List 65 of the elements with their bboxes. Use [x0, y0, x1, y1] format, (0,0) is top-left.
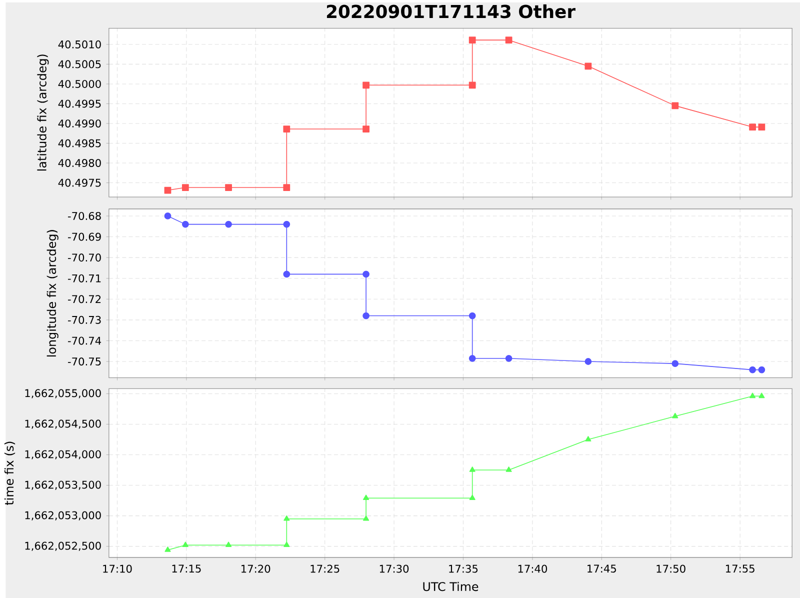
point: [758, 366, 766, 374]
y-tick-label: 1,662,055,000: [25, 389, 101, 398]
y-tick-label: 1,662,053,500: [25, 480, 101, 490]
y-tick-label: -70.70: [68, 253, 101, 262]
y-tick-label: -70.68: [68, 212, 101, 220]
y-tick-label: 40.5010: [58, 40, 101, 48]
point: [225, 220, 232, 228]
point: [672, 102, 679, 110]
y-tick-label: 40.4975: [58, 178, 101, 187]
y-axis-title: longitude fix (arcdeg): [46, 230, 58, 356]
y-tick-label: -70.75: [68, 357, 101, 366]
x-tick-label: 17:50: [656, 564, 686, 573]
point: [584, 358, 592, 365]
y-axis-title: time fix (s): [4, 442, 16, 505]
y-tick-label: -70.71: [68, 274, 101, 282]
point: [758, 124, 766, 130]
y-tick-label: 1,662,052,500: [25, 542, 101, 551]
point: [164, 186, 172, 194]
point: [749, 124, 756, 130]
point: [164, 212, 172, 220]
y-tick-label: -70.69: [68, 232, 101, 241]
chart-title: 20220901T171143 Other: [326, 4, 576, 18]
y-tick-label: 40.5000: [58, 80, 101, 88]
y-tick-label: 1,662,054,500: [25, 420, 101, 429]
x-tick-label: 17:40: [518, 564, 548, 573]
point: [468, 82, 476, 89]
y-tick-label: 1,662,054,000: [25, 450, 101, 460]
point: [584, 62, 592, 70]
point: [362, 312, 370, 320]
x-tick-label: 17:20: [241, 564, 270, 573]
y-tick-label: -70.74: [68, 336, 102, 345]
y-axis-title: latitude fix (arcdeg): [37, 54, 49, 170]
x-tick-label: 17:30: [380, 564, 409, 573]
x-tick-label: 17:55: [726, 564, 754, 573]
y-tick-label: 40.4980: [58, 158, 101, 167]
point: [182, 184, 189, 191]
y-tick-label: 40.5005: [58, 60, 101, 68]
point: [505, 354, 512, 362]
x-axis-title: UTC Time: [423, 582, 478, 592]
point: [283, 270, 290, 278]
x-tick-label: 17:10: [103, 564, 132, 573]
point: [225, 184, 232, 191]
point: [468, 312, 476, 320]
x-tick-label: 17:15: [172, 564, 201, 573]
point: [283, 126, 290, 132]
point: [468, 36, 476, 44]
x-tick-label: 17:25: [310, 564, 340, 573]
point: [505, 36, 512, 44]
point: [362, 82, 370, 89]
point: [468, 354, 476, 362]
point: [749, 366, 756, 374]
x-tick-label: 17:45: [588, 564, 616, 573]
y-tick-label: -70.73: [68, 316, 101, 324]
point: [182, 220, 189, 228]
y-tick-label: 40.4990: [58, 119, 101, 128]
point: [362, 270, 370, 278]
y-tick-label: 40.4985: [58, 139, 101, 148]
y-tick-label: 1,662,053,000: [25, 511, 101, 520]
y-tick-label: -70.72: [68, 295, 101, 304]
x-tick-label: 17:35: [449, 564, 478, 573]
point: [283, 220, 290, 228]
point: [362, 126, 370, 132]
point: [672, 360, 679, 367]
point: [283, 184, 290, 191]
y-tick-label: 40.4995: [58, 100, 101, 108]
